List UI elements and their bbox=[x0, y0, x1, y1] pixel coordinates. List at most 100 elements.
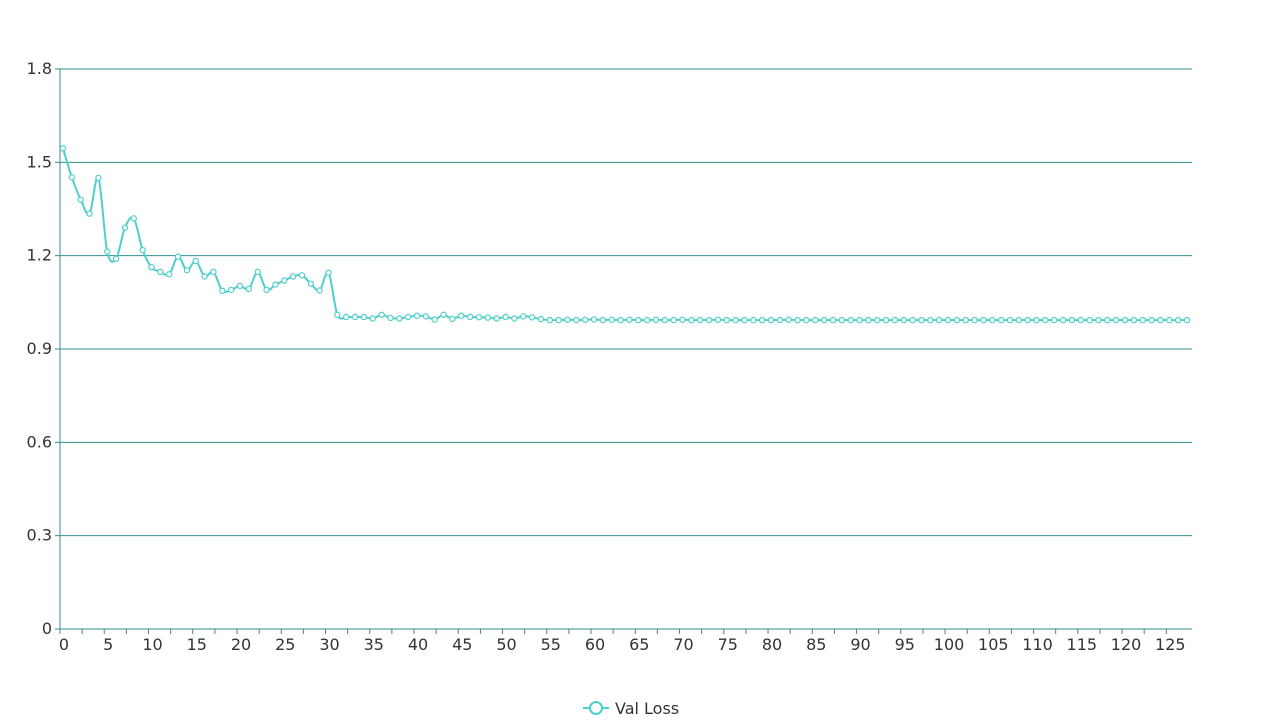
data-point[interactable] bbox=[705, 316, 713, 324]
data-point[interactable] bbox=[316, 287, 323, 294]
data-point[interactable] bbox=[643, 316, 651, 324]
data-point[interactable] bbox=[794, 316, 801, 324]
data-point[interactable] bbox=[404, 313, 412, 321]
data-point[interactable] bbox=[466, 313, 474, 321]
data-point[interactable] bbox=[1077, 316, 1084, 324]
data-point[interactable] bbox=[59, 145, 67, 152]
data-point[interactable] bbox=[396, 315, 403, 322]
data-point[interactable] bbox=[927, 316, 934, 324]
data-point[interactable] bbox=[767, 316, 775, 324]
data-point[interactable] bbox=[219, 287, 226, 295]
data-point[interactable] bbox=[856, 316, 863, 324]
data-point[interactable] bbox=[882, 316, 890, 324]
data-point[interactable] bbox=[1130, 316, 1138, 324]
data-point[interactable] bbox=[121, 224, 129, 231]
data-point[interactable] bbox=[378, 311, 385, 318]
data-point[interactable] bbox=[1157, 316, 1164, 324]
data-point[interactable] bbox=[1121, 316, 1129, 324]
data-point[interactable] bbox=[1068, 316, 1076, 324]
data-point[interactable] bbox=[369, 315, 376, 322]
data-point[interactable] bbox=[909, 316, 916, 324]
data-point[interactable] bbox=[183, 267, 191, 274]
data-point[interactable] bbox=[661, 316, 669, 324]
data-point[interactable] bbox=[1112, 316, 1120, 324]
data-point[interactable] bbox=[874, 316, 881, 324]
data-point[interactable] bbox=[865, 316, 872, 324]
data-point[interactable] bbox=[723, 316, 730, 324]
data-point[interactable] bbox=[962, 316, 969, 324]
data-point[interactable] bbox=[537, 315, 545, 323]
data-point[interactable] bbox=[351, 313, 359, 321]
data-point[interactable] bbox=[785, 316, 792, 323]
data-point[interactable] bbox=[1059, 316, 1067, 324]
data-point[interactable] bbox=[980, 316, 987, 324]
data-point[interactable] bbox=[1166, 316, 1173, 324]
data-point[interactable] bbox=[1015, 316, 1023, 324]
data-point[interactable] bbox=[201, 273, 208, 280]
data-point[interactable] bbox=[714, 316, 722, 323]
data-point[interactable] bbox=[820, 316, 828, 324]
data-point[interactable] bbox=[608, 316, 615, 323]
data-point[interactable] bbox=[1006, 316, 1014, 324]
data-point[interactable] bbox=[245, 285, 253, 293]
data-point[interactable] bbox=[812, 316, 819, 324]
data-point[interactable] bbox=[626, 316, 633, 323]
data-point[interactable] bbox=[1139, 316, 1146, 324]
data-point[interactable] bbox=[546, 316, 553, 324]
data-point[interactable] bbox=[343, 313, 350, 321]
data-point[interactable] bbox=[670, 316, 677, 324]
data-point[interactable] bbox=[272, 281, 279, 288]
data-point[interactable] bbox=[918, 316, 925, 324]
data-point[interactable] bbox=[758, 316, 766, 324]
data-point[interactable] bbox=[289, 273, 297, 280]
data-point[interactable] bbox=[281, 277, 288, 284]
data-point[interactable] bbox=[989, 316, 996, 324]
data-point[interactable] bbox=[210, 268, 217, 276]
data-point[interactable] bbox=[971, 316, 978, 324]
data-point[interactable] bbox=[590, 316, 598, 323]
data-point[interactable] bbox=[502, 313, 509, 321]
data-point[interactable] bbox=[573, 316, 580, 324]
data-point[interactable] bbox=[688, 316, 695, 324]
data-point[interactable] bbox=[599, 316, 607, 324]
data-point[interactable] bbox=[935, 316, 943, 324]
data-point[interactable] bbox=[157, 268, 164, 276]
data-point[interactable] bbox=[475, 314, 483, 321]
data-point[interactable] bbox=[847, 316, 854, 324]
data-point[interactable] bbox=[528, 314, 536, 321]
data-point[interactable] bbox=[422, 313, 430, 320]
data-point[interactable] bbox=[829, 316, 837, 324]
data-point[interactable] bbox=[192, 257, 199, 265]
data-point[interactable] bbox=[953, 316, 961, 324]
data-point[interactable] bbox=[334, 311, 341, 318]
data-point[interactable] bbox=[635, 316, 642, 324]
data-point[interactable] bbox=[803, 316, 810, 324]
data-point[interactable] bbox=[413, 312, 421, 319]
data-point[interactable] bbox=[1051, 316, 1058, 324]
data-point[interactable] bbox=[493, 315, 500, 322]
data-point[interactable] bbox=[325, 269, 332, 276]
data-point[interactable] bbox=[1174, 316, 1182, 324]
data-point[interactable] bbox=[236, 282, 244, 290]
data-point[interactable] bbox=[387, 314, 394, 322]
data-point[interactable] bbox=[511, 315, 518, 322]
data-point[interactable] bbox=[1033, 316, 1040, 324]
data-point[interactable] bbox=[997, 316, 1005, 324]
data-point[interactable] bbox=[838, 316, 846, 324]
data-point[interactable] bbox=[112, 255, 120, 262]
data-point[interactable] bbox=[95, 174, 102, 182]
data-point[interactable] bbox=[1148, 316, 1155, 324]
data-point[interactable] bbox=[227, 286, 235, 294]
data-point[interactable] bbox=[130, 215, 138, 222]
data-point[interactable] bbox=[1024, 316, 1031, 324]
legend[interactable]: Val Loss bbox=[583, 699, 679, 718]
data-point[interactable] bbox=[68, 174, 76, 181]
data-point[interactable] bbox=[139, 246, 146, 254]
data-point[interactable] bbox=[564, 316, 571, 323]
data-point[interactable] bbox=[750, 316, 757, 324]
data-point[interactable] bbox=[1183, 316, 1191, 324]
data-point[interactable] bbox=[555, 316, 562, 324]
data-point[interactable] bbox=[732, 316, 739, 324]
data-point[interactable] bbox=[254, 268, 261, 276]
data-point[interactable] bbox=[449, 315, 456, 323]
